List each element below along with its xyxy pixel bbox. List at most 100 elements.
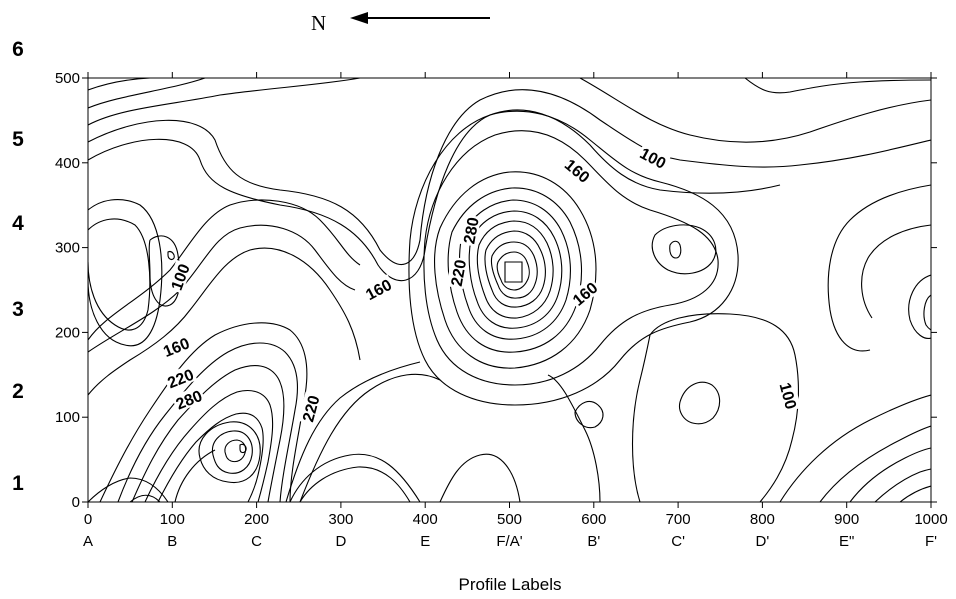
contour-line xyxy=(827,184,931,352)
x-tick-label: 600 xyxy=(581,511,606,528)
contour-line xyxy=(88,78,361,126)
contour-line xyxy=(779,394,931,502)
y-tick-label: 100 xyxy=(55,409,80,426)
contour-line xyxy=(819,425,931,502)
contour-line xyxy=(574,400,604,429)
contour-line xyxy=(651,224,717,275)
contour-lines xyxy=(88,78,931,502)
x-tick-label: 900 xyxy=(834,511,859,528)
contour-line xyxy=(484,230,546,308)
x-tick-label: 1000 xyxy=(914,511,947,528)
contour-label-bg xyxy=(297,391,323,426)
contour-line xyxy=(861,224,931,319)
contour-line xyxy=(490,241,538,299)
row-label: 6 xyxy=(12,38,24,61)
contour-line xyxy=(504,261,523,283)
profile-label: D xyxy=(335,533,346,550)
contour-line xyxy=(908,274,931,339)
contour-line xyxy=(88,78,206,109)
contour-line xyxy=(88,89,931,265)
profile-label: F' xyxy=(925,533,937,550)
contour-line xyxy=(547,374,601,502)
y-tick-label: 400 xyxy=(55,155,80,172)
contour-label-text: 280 xyxy=(461,216,482,245)
contour-label-text: 100 xyxy=(776,381,799,411)
contour-label-bg xyxy=(567,276,602,310)
contour-line xyxy=(285,361,421,502)
x-tick-label: 700 xyxy=(666,511,691,528)
y-tick-label: 0 xyxy=(72,494,80,511)
contour-line xyxy=(744,78,931,94)
contour-line xyxy=(423,130,719,386)
contour-line xyxy=(88,199,361,341)
contour-line xyxy=(408,110,739,406)
left-arrow-icon xyxy=(350,12,490,24)
contour-label: 160 xyxy=(360,274,396,304)
contour-label-bg xyxy=(636,142,671,172)
profile-label: C' xyxy=(671,533,685,550)
contour-label-bg xyxy=(777,378,802,413)
north-letter: N xyxy=(311,11,326,35)
row-label: 2 xyxy=(12,380,24,403)
contour-label: 220 xyxy=(297,391,324,426)
contour-line xyxy=(88,109,781,282)
contour-line xyxy=(88,224,356,353)
contour-label-text: 160 xyxy=(561,157,592,187)
contour-line xyxy=(88,477,169,502)
contour-line xyxy=(129,494,161,502)
contour-line xyxy=(144,389,274,502)
contour-line xyxy=(99,322,308,502)
contour-label-bg xyxy=(158,332,194,360)
row-label: 3 xyxy=(12,298,24,321)
contour-line xyxy=(678,381,721,425)
contour-label-bg xyxy=(360,274,396,304)
contour-label: 100 xyxy=(776,378,802,413)
contour-label-bg xyxy=(560,153,595,187)
contour-line xyxy=(874,468,931,502)
contour-label-bg xyxy=(171,385,206,413)
profile-label: D' xyxy=(756,533,770,550)
contour-line xyxy=(649,313,799,502)
plot-frame xyxy=(87,77,932,503)
profile-labels: A B C D E F/A' B' C' D' E" F' xyxy=(83,533,937,550)
row-labels: 1 2 3 4 5 6 xyxy=(12,38,24,495)
x-tick-label: 400 xyxy=(413,511,438,528)
contour-label: 100 xyxy=(636,142,671,173)
profile-label: F/A' xyxy=(496,533,522,550)
contour-line xyxy=(239,443,247,454)
contour-line xyxy=(468,210,563,329)
profile-label: E" xyxy=(839,533,854,550)
contour-label: 160 xyxy=(567,276,602,310)
profile-label: C xyxy=(251,533,262,550)
contour-line xyxy=(211,430,253,474)
y-axis: 0 100 200 300 400 500 xyxy=(55,70,937,511)
x-tick-label: 100 xyxy=(160,511,185,528)
contour-label-text: 220 xyxy=(300,394,323,424)
contour-line xyxy=(579,78,931,143)
contour-line xyxy=(148,235,181,307)
x-tick-label: 300 xyxy=(328,511,353,528)
x-axis-label: Profile Labels xyxy=(458,575,561,594)
contour-line xyxy=(439,453,521,502)
y-tick-label: 300 xyxy=(55,240,80,257)
contour-line xyxy=(88,78,151,91)
row-label: 1 xyxy=(12,472,24,495)
contour-line xyxy=(289,453,421,502)
contour-line xyxy=(459,199,571,340)
contour-line xyxy=(157,412,264,502)
contour-line xyxy=(631,334,651,502)
row-label: 5 xyxy=(12,128,24,151)
contour-line xyxy=(849,447,931,502)
contour-label-bg xyxy=(163,364,198,392)
contour-label-text: 160 xyxy=(570,279,601,309)
contour-line xyxy=(899,485,931,502)
x-tick-label: 500 xyxy=(497,511,522,528)
contour-line xyxy=(224,439,247,463)
profile-label: B xyxy=(167,533,177,550)
contour-label-text: 220 xyxy=(449,258,470,287)
contour-label-bg xyxy=(166,259,193,294)
contour-label: 100 xyxy=(166,259,194,294)
contour-label-bg xyxy=(446,256,469,290)
